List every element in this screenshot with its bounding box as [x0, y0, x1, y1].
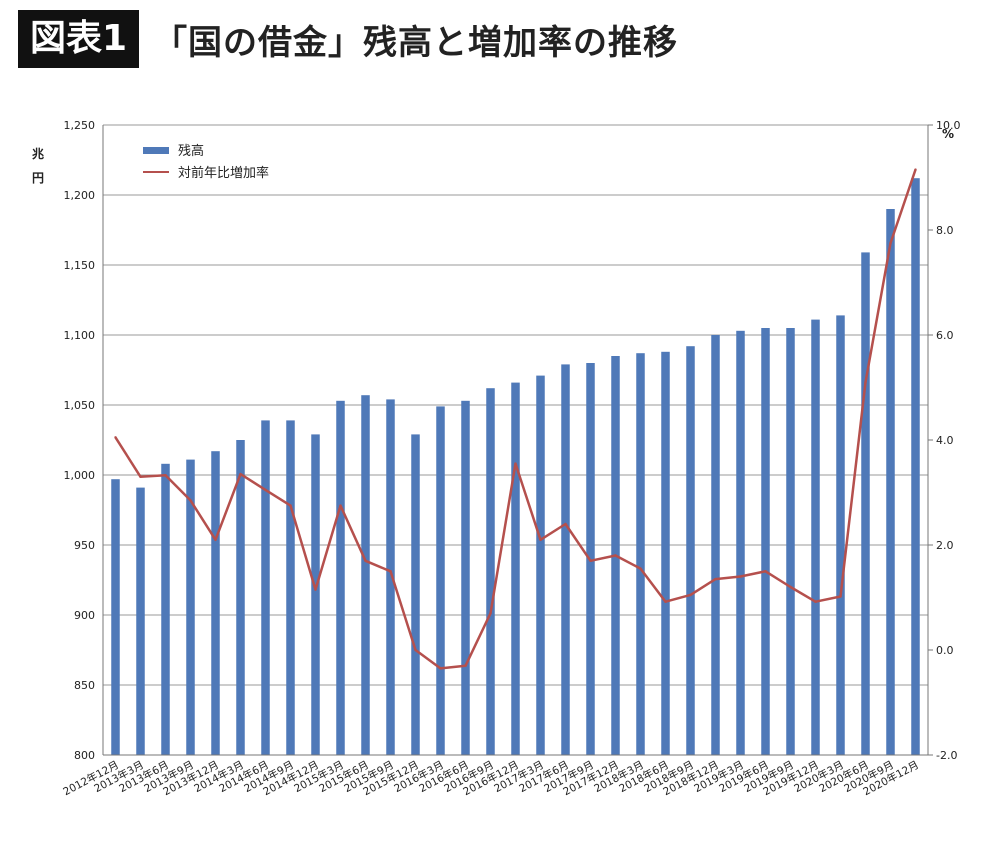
- bar: [511, 382, 520, 755]
- bar: [736, 330, 745, 755]
- bar: [786, 328, 795, 755]
- left-unit-label-1: 兆: [32, 146, 44, 161]
- right-tick-label: 10.0: [936, 119, 961, 132]
- legend-line-label: 対前年比増加率: [178, 165, 269, 181]
- line-point: [414, 648, 417, 652]
- line-point: [489, 612, 492, 615]
- bar: [311, 434, 320, 755]
- bar: [236, 440, 245, 755]
- line-point: [839, 595, 842, 598]
- line-point: [539, 538, 542, 541]
- bar: [361, 395, 370, 755]
- bar: [186, 459, 195, 755]
- figure-badge: 図表1: [18, 10, 140, 68]
- bar: [261, 420, 270, 755]
- line-point: [464, 664, 467, 667]
- legend-bar-label: 残高: [178, 143, 204, 159]
- line-point: [814, 600, 817, 603]
- line-point: [239, 472, 242, 476]
- legend-bar-swatch: [143, 147, 169, 154]
- x-axis-ticks: 2012年12月2013年3月2013年6月2013年9月2013年12月201…: [61, 758, 921, 798]
- left-tick-label: 1,000: [64, 469, 96, 482]
- line-point: [514, 462, 517, 465]
- bar: [336, 400, 345, 755]
- bar: [161, 463, 170, 755]
- line-point: [914, 168, 917, 171]
- left-tick-label: 1,050: [64, 399, 96, 412]
- line-point: [439, 667, 442, 670]
- right-tick-label: 4.0: [936, 434, 954, 447]
- line-point: [864, 381, 867, 384]
- line-point: [164, 473, 167, 477]
- legend: 残高 対前年比増加率: [143, 143, 269, 181]
- bar: [111, 479, 120, 755]
- right-tick-label: 2.0: [936, 539, 954, 552]
- bar: [486, 388, 495, 755]
- right-tick-label: -2.0: [936, 749, 957, 762]
- left-tick-label: 1,150: [64, 259, 96, 272]
- line-point: [764, 570, 767, 573]
- left-tick-label: 850: [74, 679, 95, 692]
- bar: [911, 178, 920, 755]
- left-tick-label: 950: [74, 539, 95, 552]
- line-point: [139, 475, 142, 478]
- line-point: [564, 522, 567, 526]
- left-tick-label: 1,200: [64, 189, 96, 202]
- right-tick-label: 8.0: [936, 224, 954, 237]
- line-point: [189, 499, 192, 502]
- left-unit-label-2: 円: [32, 171, 44, 185]
- line-series: [114, 168, 917, 670]
- bar: [886, 209, 895, 755]
- bar: [436, 406, 445, 755]
- bar: [211, 451, 220, 755]
- left-axis-ticks: 800 850 900 950 1,000 1,050 1,100 1,150 1,200 1,2…: [64, 119, 96, 762]
- line-point: [714, 577, 717, 581]
- line-point: [739, 575, 742, 578]
- line-point: [889, 241, 892, 245]
- right-unit-label: %: [942, 127, 954, 141]
- bar: [811, 319, 820, 755]
- bar: [636, 353, 645, 755]
- left-tick-label: 900: [74, 609, 95, 622]
- right-tick-label: 6.0: [936, 329, 954, 342]
- line-point: [664, 600, 667, 603]
- bar: [561, 364, 570, 755]
- line-point: [314, 588, 317, 591]
- line-point: [639, 567, 642, 570]
- bar: [711, 335, 720, 755]
- line-point: [614, 554, 617, 557]
- line-point: [789, 585, 792, 589]
- bar: [686, 346, 695, 755]
- bar: [661, 351, 670, 755]
- bar: [836, 315, 845, 755]
- right-axis-ticks: -2.0 0.0 2.0 4.0 6.0 8.0 10.0: [928, 119, 961, 762]
- bar: [461, 400, 470, 755]
- line-point: [689, 593, 692, 597]
- line-point: [264, 488, 267, 492]
- line-point: [589, 559, 592, 562]
- chart-header: 図表1 「国の借金」残高と増加率の推移: [18, 8, 678, 70]
- left-tick-label: 800: [74, 749, 95, 762]
- chart-title: 「国の借金」残高と増加率の推移: [153, 22, 679, 63]
- right-tick-label: 0.0: [936, 644, 954, 657]
- line-point: [339, 504, 342, 507]
- line-point: [364, 559, 367, 562]
- bar: [536, 375, 545, 755]
- bar: [761, 328, 770, 755]
- axis-units: 兆 円 %: [32, 127, 954, 185]
- bar: [386, 399, 395, 755]
- line-point: [389, 570, 392, 573]
- line-point: [214, 538, 217, 541]
- bar: [411, 434, 420, 755]
- left-tick-label: 1,100: [64, 329, 96, 342]
- left-tick-label: 1,250: [64, 119, 96, 132]
- bar: [286, 420, 295, 755]
- line-point: [289, 504, 292, 507]
- bar: [136, 487, 145, 755]
- line-point: [114, 436, 117, 439]
- bar: [861, 252, 870, 755]
